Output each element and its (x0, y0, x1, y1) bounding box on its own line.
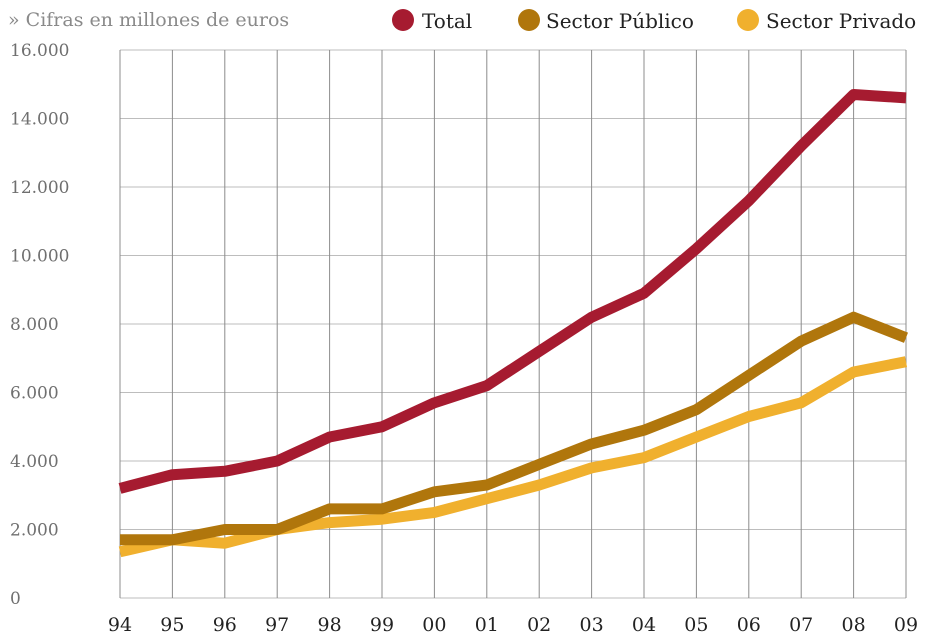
x-tick-label: 01 (475, 614, 499, 636)
grid-lines (119, 49, 907, 599)
x-tick-label: 97 (265, 614, 289, 636)
x-tick-label: 99 (370, 614, 394, 636)
x-tick-label: 08 (842, 614, 866, 636)
legend-item-total: Total (392, 9, 472, 33)
y-tick-label: 8.000 (10, 315, 59, 335)
x-tick-label: 95 (160, 614, 184, 636)
legend: Total Sector Público Sector Privado (392, 9, 916, 33)
legend-swatch-total (392, 9, 414, 31)
series-line-sector-p-blico (120, 311, 909, 546)
y-tick-label: 2.000 (10, 521, 59, 541)
series-line-total (118, 89, 907, 494)
y-tick-label: 6.000 (10, 384, 59, 404)
x-tick-label: 03 (580, 614, 604, 636)
x-tick-label: 09 (894, 614, 918, 636)
y-tick-label: 16.000 (10, 41, 69, 61)
x-tick-label: 00 (422, 614, 446, 636)
x-tick-label: 07 (789, 614, 813, 636)
series-line-sector-privado (118, 356, 908, 558)
y-tick-label: 0 (10, 589, 21, 609)
x-tick-label: 96 (213, 614, 237, 636)
x-tick-label: 06 (737, 614, 761, 636)
legend-swatch-sector-privado (737, 9, 759, 31)
legend-label-sector-publico: Sector Público (546, 9, 694, 33)
legend-label-sector-privado: Sector Privado (766, 9, 916, 33)
y-axis-tick-labels: 0 2.000 4.000 6.000 8.000 10.000 12.000 14.000 1… (10, 41, 69, 609)
y-tick-label: 12.000 (10, 178, 69, 198)
y-tick-label: 14.000 (10, 110, 69, 130)
x-tick-label: 94 (108, 614, 132, 636)
series-lines (118, 89, 909, 558)
x-tick-label: 98 (318, 614, 342, 636)
x-tick-label: 05 (684, 614, 708, 636)
y-tick-label: 10.000 (10, 247, 69, 267)
legend-item-sector-publico: Sector Público (518, 9, 694, 33)
units-note: » Cifras en millones de euros (8, 9, 289, 31)
x-tick-label: 02 (527, 614, 551, 636)
x-tick-label: 04 (632, 614, 656, 636)
legend-item-sector-privado: Sector Privado (737, 9, 916, 33)
x-axis-tick-labels: 94 95 96 97 98 99 00 01 02 03 04 05 06 07 08 09 (108, 614, 918, 636)
legend-swatch-sector-publico (518, 9, 540, 31)
legend-label-total: Total (422, 9, 472, 33)
y-tick-label: 4.000 (10, 452, 59, 472)
